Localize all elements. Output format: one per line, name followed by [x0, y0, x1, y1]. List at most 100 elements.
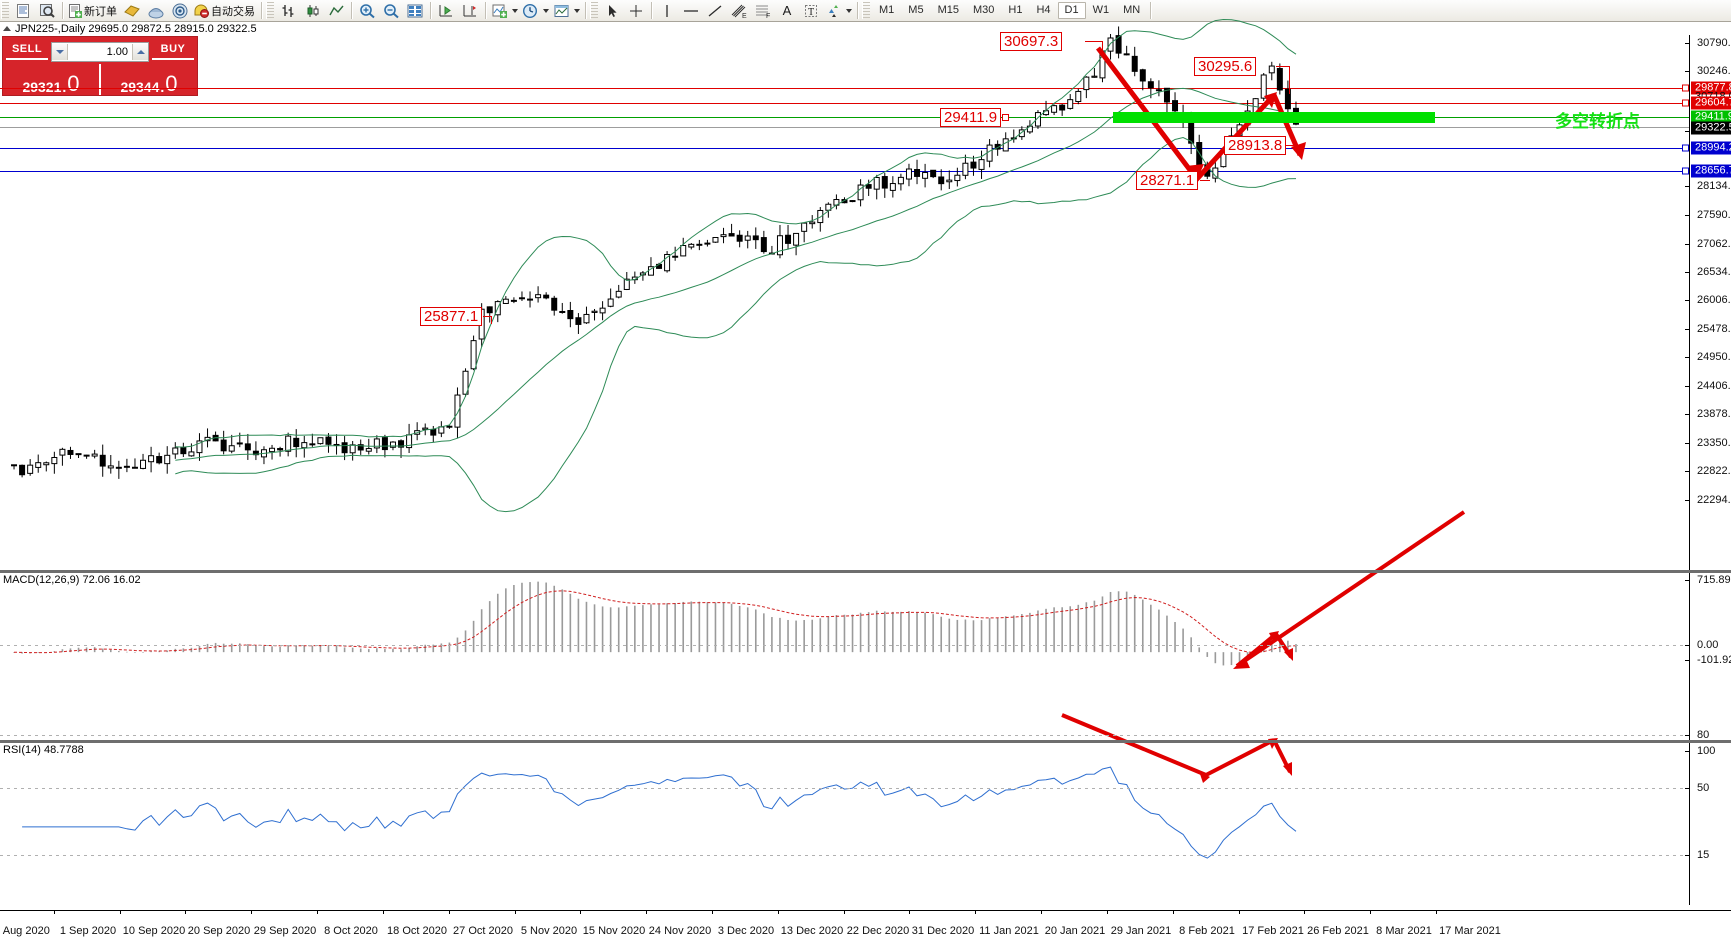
trend-line-icon[interactable] [703, 1, 727, 20]
toolbar-separator [62, 2, 63, 19]
timeframe-w1[interactable]: W1 [1092, 4, 1110, 16]
timeframe-m5[interactable]: M5 [908, 4, 924, 16]
resistance-line-29604[interactable] [0, 103, 1689, 104]
shapes-icon[interactable] [823, 1, 854, 20]
macd-signal-line [13, 590, 1297, 654]
price-tick-label: 23878.0 [1697, 408, 1731, 420]
level-handle-29877[interactable] [1682, 84, 1689, 92]
zoom-out-icon[interactable] [379, 1, 403, 20]
volume-decrement-button[interactable] [52, 43, 68, 60]
line-chart-icon[interactable] [324, 1, 348, 20]
expert-advisor-icon[interactable] [120, 1, 144, 20]
signals-icon[interactable] [168, 1, 192, 20]
fibonacci-icon[interactable]: F [751, 1, 775, 20]
price-tick-mark [1685, 500, 1689, 501]
price-level-label-28656-7[interactable]: 28656.7 [1691, 164, 1731, 178]
text-label-icon[interactable]: T [799, 1, 823, 20]
one-click-trading-panel[interactable]: SELL 1.00 BUY 29321 . 0 29344 . 0 [2, 36, 198, 96]
resistance-line-29877[interactable] [0, 88, 1689, 89]
sell-button[interactable]: SELL [6, 43, 48, 60]
chevron-down-icon-4[interactable] [846, 8, 852, 13]
candlestick-chart-icon[interactable] [300, 1, 324, 20]
data-window-icon[interactable] [403, 1, 427, 20]
time-tick-mark [778, 910, 779, 914]
zoom-in-icon[interactable] [355, 1, 379, 20]
bar-chart-icon[interactable] [276, 1, 300, 20]
anno-28913[interactable]: 28913.8 [1224, 136, 1287, 155]
timeframe-h1[interactable]: H1 [1008, 4, 1023, 16]
key-level-zone[interactable] [1113, 112, 1435, 123]
text-icon[interactable]: A [775, 1, 799, 20]
timeframe-mn[interactable]: MN [1123, 4, 1141, 16]
support-line-28994[interactable] [0, 148, 1689, 149]
indicators-icon[interactable] [144, 1, 168, 20]
anno-29411-handle[interactable] [1002, 114, 1009, 121]
toolbar-grip-3[interactable] [590, 2, 598, 19]
anno-30697[interactable]: 30697.3 [1000, 32, 1063, 51]
time-tick-label: 10 Sep 2020 [122, 925, 186, 937]
cursor-icon[interactable] [600, 1, 624, 20]
rsi-level-15-line [0, 855, 1689, 856]
chevron-down-icon-2[interactable] [543, 8, 549, 13]
chevron-down-icon-3[interactable] [574, 8, 580, 13]
toolbar-grip-2[interactable] [266, 2, 274, 19]
buy-price[interactable]: 29344 . 0 [101, 64, 197, 95]
level-handle-28994[interactable] [1682, 144, 1689, 152]
new-order-button[interactable]: 新订单 [66, 1, 120, 20]
bollinger-upper-band [175, 18, 1297, 448]
equidistant-channel-icon[interactable]: E [727, 1, 751, 20]
buy-button[interactable]: BUY [152, 43, 194, 60]
anno-30295-leadv [1289, 66, 1290, 94]
vertical-line-icon[interactable] [655, 1, 679, 20]
period-clock-icon[interactable] [520, 1, 551, 20]
anno-30295[interactable]: 30295.6 [1194, 57, 1257, 76]
anno-25877[interactable]: 25877.1 [420, 307, 483, 326]
time-tick-label: 18 Oct 2020 [387, 925, 447, 937]
magnifier-icon[interactable] [35, 1, 59, 20]
price-level-label-29411-9[interactable]: 29411.9 [1691, 110, 1731, 124]
price-level-label-28994-2[interactable]: 28994.2 [1691, 141, 1731, 155]
indicator-tick-mark [1685, 645, 1689, 646]
price-level-label-29604-7[interactable]: 29604.7 [1691, 96, 1731, 110]
auto-scroll-icon[interactable] [434, 1, 458, 20]
symbol-ohlc-text: JPN225-,Daily 29695.0 29872.5 28915.0 29… [15, 22, 257, 35]
anno-29411[interactable]: 29411.9 [940, 108, 1002, 127]
pivot-line-29411[interactable] [0, 117, 1689, 118]
price-level-label-29877-8[interactable]: 29877.8 [1691, 81, 1731, 95]
timeframe-m1[interactable]: M1 [879, 4, 895, 16]
timeframe-m15[interactable]: M15 [937, 4, 959, 16]
time-tick-label: 8 Oct 2020 [324, 925, 378, 937]
chevron-down-icon[interactable] [512, 8, 518, 13]
autotrading-button[interactable]: 自动交易 [192, 1, 258, 20]
chart-shift-icon[interactable] [458, 1, 482, 20]
sell-price[interactable]: 29321 . 0 [3, 64, 101, 95]
time-tick-label: 5 Nov 2020 [520, 925, 578, 937]
pane-separator-macd[interactable] [0, 570, 1731, 573]
templates-icon[interactable] [551, 1, 582, 20]
level-handle-28656[interactable] [1682, 167, 1689, 175]
timeframe-h4[interactable]: H4 [1036, 4, 1051, 16]
support-line-28656[interactable] [0, 171, 1689, 172]
volume-stepper[interactable]: 1.00 [51, 41, 149, 62]
toolbar-grip-4[interactable] [862, 2, 870, 19]
level-handle-29604[interactable] [1682, 99, 1689, 107]
volume-input[interactable]: 1.00 [106, 45, 128, 58]
new-chart-icon[interactable] [11, 1, 35, 20]
rsi-tick-80: 80 [1697, 729, 1710, 741]
timeframe-bar: M1 M5 M15 M30 H1 H4 D1 W1 MN [872, 2, 1147, 19]
horizontal-line-icon[interactable] [679, 1, 703, 20]
anno-28271[interactable]: 28271.1 [1136, 171, 1199, 190]
crosshair-icon[interactable] [624, 1, 648, 20]
price-tick-mark [1685, 443, 1689, 444]
time-tick-label: 8 Feb 2021 [1179, 925, 1235, 937]
price-tick-mark [1685, 329, 1689, 330]
price-level-label-29322-5[interactable]: 29322.5 [1691, 121, 1731, 135]
collapse-triangle-icon[interactable] [3, 26, 11, 31]
timeframe-d1[interactable]: D1 [1057, 2, 1086, 19]
price-tick-label: 24406.0 [1697, 380, 1731, 392]
indicator-add-icon[interactable] [489, 1, 520, 20]
volume-increment-button[interactable] [132, 43, 148, 60]
pane-separator-rsi[interactable] [0, 740, 1731, 743]
toolbar-grip[interactable] [1, 2, 9, 19]
timeframe-m30[interactable]: M30 [972, 4, 995, 16]
